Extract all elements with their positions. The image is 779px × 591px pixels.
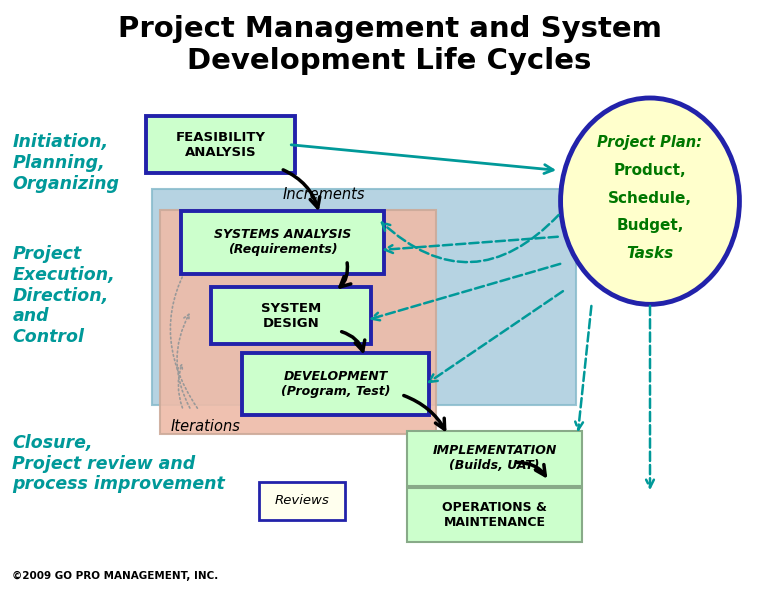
Text: Initiation,
Planning,
Organizing: Initiation, Planning, Organizing	[12, 133, 119, 193]
Text: Project Plan:: Project Plan:	[597, 135, 703, 150]
Text: Project Management and System
Development Life Cycles: Project Management and System Developmen…	[118, 15, 661, 75]
FancyBboxPatch shape	[259, 482, 345, 519]
Text: FEASIBILITY
ANALYSIS: FEASIBILITY ANALYSIS	[175, 131, 266, 158]
FancyBboxPatch shape	[407, 488, 583, 542]
Text: IMPLEMENTATION
(Builds, UAT): IMPLEMENTATION (Builds, UAT)	[432, 444, 557, 472]
Text: Tasks: Tasks	[626, 246, 674, 261]
Text: Budget,: Budget,	[616, 219, 684, 233]
Text: Increments: Increments	[282, 187, 365, 202]
FancyBboxPatch shape	[181, 211, 384, 274]
FancyBboxPatch shape	[146, 116, 294, 173]
Text: ©2009 GO PRO MANAGEMENT, INC.: ©2009 GO PRO MANAGEMENT, INC.	[12, 570, 219, 580]
Text: Closure,
Project review and
process improvement: Closure, Project review and process impr…	[12, 434, 225, 493]
Text: Iterations: Iterations	[171, 420, 240, 434]
FancyBboxPatch shape	[160, 210, 436, 434]
FancyBboxPatch shape	[407, 430, 583, 486]
Text: Schedule,: Schedule,	[608, 191, 692, 206]
Text: Product,: Product,	[614, 163, 686, 178]
Ellipse shape	[561, 98, 739, 304]
FancyBboxPatch shape	[153, 189, 576, 405]
Text: SYSTEM
DESIGN: SYSTEM DESIGN	[261, 301, 321, 330]
FancyBboxPatch shape	[241, 353, 429, 415]
Text: Reviews: Reviews	[275, 494, 330, 507]
Text: Project
Execution,
Direction,
and
Control: Project Execution, Direction, and Contro…	[12, 245, 115, 346]
Text: DEVELOPMENT
(Program, Test): DEVELOPMENT (Program, Test)	[280, 370, 390, 398]
FancyBboxPatch shape	[210, 287, 371, 345]
Text: OPERATIONS &
MAINTENANCE: OPERATIONS & MAINTENANCE	[442, 501, 547, 529]
Text: SYSTEMS ANALYSIS
(Requirements): SYSTEMS ANALYSIS (Requirements)	[214, 229, 351, 256]
